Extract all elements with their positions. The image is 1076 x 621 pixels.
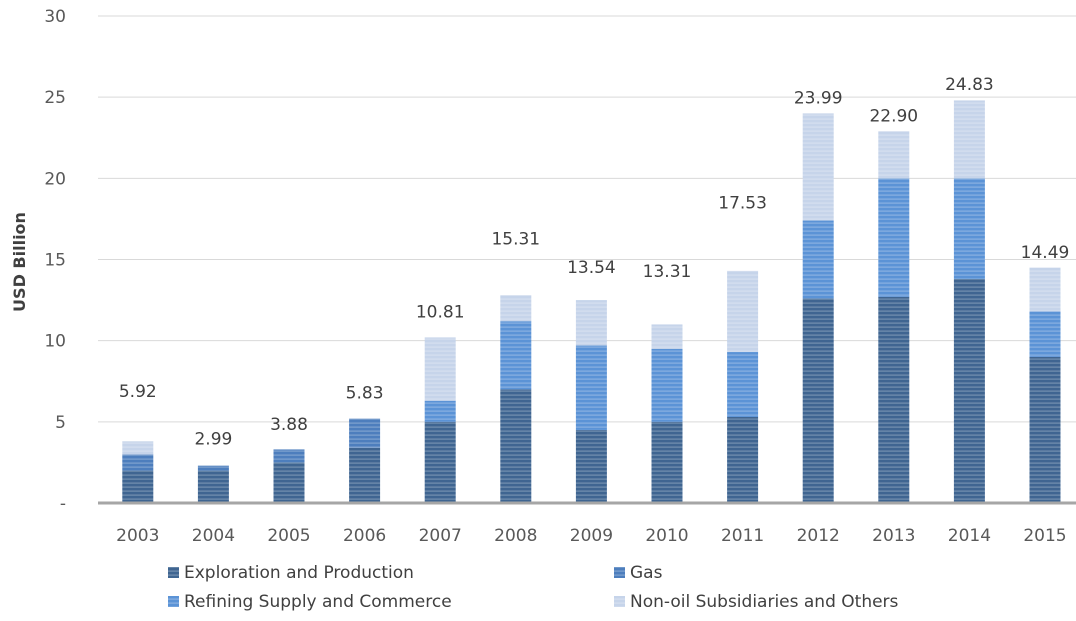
legend: Exploration and Production Gas Refining Su… [168, 563, 899, 612]
legend-label: Gas [630, 563, 663, 583]
bar-segment [122, 454, 154, 471]
y-tick-label: 20 [44, 169, 66, 189]
x-tick-label: 2005 [267, 526, 310, 546]
total-label: 2.99 [194, 429, 232, 449]
total-label: 10.81 [416, 303, 465, 323]
bar-segment [424, 337, 456, 401]
x-tick-label: 2008 [494, 526, 537, 546]
x-tick-label: 2012 [797, 526, 840, 546]
bar-segment [953, 278, 985, 503]
x-tick-label: 2013 [872, 526, 915, 546]
legend-swatch [168, 567, 179, 578]
total-label: 22.90 [869, 106, 918, 126]
bar-segment [878, 296, 910, 503]
bars [122, 100, 1061, 503]
bar-segment [1029, 267, 1061, 312]
x-tick-label: 2004 [192, 526, 235, 546]
bar-segment [500, 295, 532, 322]
y-tick-label: - [60, 494, 66, 514]
bar-segment [575, 345, 607, 430]
total-label: 5.83 [346, 383, 384, 403]
y-tick-label: 30 [44, 7, 66, 27]
total-label: 13.54 [567, 258, 616, 278]
total-label: 24.83 [945, 75, 994, 95]
bar-segment [727, 416, 759, 503]
total-label: 13.31 [643, 262, 692, 282]
x-tick-label: 2015 [1023, 526, 1066, 546]
bar-segment [953, 100, 985, 179]
bar-segment [651, 324, 683, 349]
bar-segment [802, 113, 834, 221]
total-label: 3.88 [270, 415, 308, 435]
y-tick-label: 10 [44, 332, 66, 352]
legend-swatch [614, 567, 625, 578]
bar-segment [878, 178, 910, 297]
bar-segment [727, 270, 759, 353]
bar-segment [575, 300, 607, 346]
x-tick-label: 2010 [645, 526, 688, 546]
y-tick-label: 15 [44, 251, 66, 271]
total-label: 14.49 [1021, 243, 1070, 263]
y-axis-title: USD Billion [10, 212, 29, 312]
x-tick-label: 2003 [116, 526, 159, 546]
x-tick-label: 2009 [570, 526, 613, 546]
data-labels: 5.92 2.99 3.88 5.83 10.81 15.31 13.54 13.31 17.5… [119, 75, 1069, 450]
bar-segment [802, 220, 834, 299]
x-tick-label: 2007 [419, 526, 462, 546]
bar-segment [878, 131, 910, 179]
bar-segment [349, 447, 381, 503]
total-label: 17.53 [718, 193, 767, 213]
bar-segment [651, 348, 683, 422]
x-tick-label: 2011 [721, 526, 764, 546]
bar-segment [424, 400, 456, 422]
legend-swatch [168, 596, 179, 607]
bar-segment [1029, 311, 1061, 357]
bar-segment [953, 178, 985, 279]
x-tick-label: 2006 [343, 526, 386, 546]
bar-segment [1029, 356, 1061, 503]
bar-segment [273, 462, 305, 503]
bar-segment [727, 352, 759, 417]
y-tick-label: 25 [44, 88, 66, 108]
bar-segment [802, 298, 834, 503]
legend-swatch [614, 596, 625, 607]
bar-segment [273, 449, 305, 463]
total-label: 5.92 [119, 382, 157, 402]
bar-segment [122, 441, 154, 455]
bar-segment [575, 429, 607, 503]
axes: - 5 10 15 20 25 30 2003 2004 2005 2006 2007 2008 2009… [44, 7, 1076, 546]
x-tick-label: 2014 [948, 526, 991, 546]
bar-segment [349, 418, 381, 448]
bar-segment [197, 470, 229, 503]
bar-segment [500, 389, 532, 503]
bar-segment [500, 321, 532, 390]
legend-label: Exploration and Production [184, 563, 414, 583]
gridlines [98, 15, 1076, 423]
total-label: 23.99 [794, 89, 843, 109]
bar-segment [651, 421, 683, 503]
total-label: 15.31 [491, 229, 540, 249]
bar-segment [197, 465, 229, 471]
legend-label: Refining Supply and Commerce [184, 592, 452, 612]
bar-segment [122, 470, 154, 503]
bar-segment [424, 421, 456, 503]
legend-label: Non-oil Subsidiaries and Others [630, 592, 899, 612]
y-tick-label: 5 [55, 413, 66, 433]
